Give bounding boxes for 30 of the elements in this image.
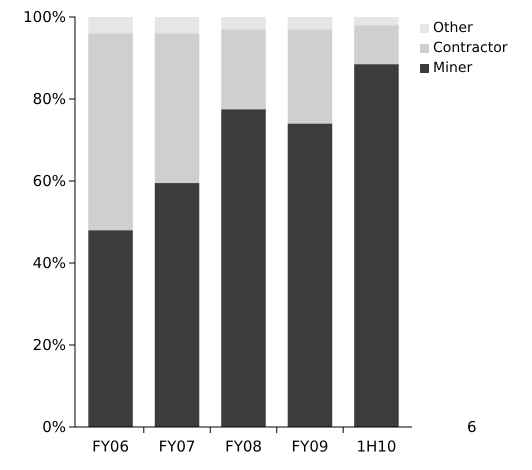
x-tick-label: FY07 — [158, 438, 196, 456]
y-tick-label: 40% — [32, 254, 66, 272]
bar — [154, 183, 200, 427]
bar — [221, 109, 266, 427]
x-tick-label: FY08 — [225, 438, 262, 456]
y-tick-label: 20% — [32, 336, 66, 354]
text: 6 — [467, 418, 477, 436]
y-tick-label: 60% — [32, 172, 66, 190]
x-tick-label: FY09 — [292, 438, 328, 456]
y-tick-label: 80% — [32, 90, 66, 108]
bar — [154, 33, 200, 184]
legend-label: Miner — [433, 60, 472, 76]
bar — [288, 17, 332, 30]
bar — [354, 17, 399, 26]
bar — [288, 124, 332, 427]
bar — [154, 17, 200, 34]
legend-label: Contractor — [433, 40, 508, 56]
bar — [354, 64, 399, 427]
bar — [288, 29, 332, 124]
bar — [88, 17, 133, 34]
bar — [354, 25, 399, 64]
x-tick-label: 1H10 — [356, 438, 396, 456]
y-tick-label: 100% — [23, 8, 66, 26]
bar — [88, 230, 133, 427]
bar — [221, 17, 266, 30]
x-tick-label: FY06 — [92, 438, 130, 456]
legend-label: Other — [433, 20, 473, 36]
bar — [221, 29, 266, 110]
y-tick-label: 0% — [42, 418, 66, 436]
bar — [88, 33, 133, 230]
